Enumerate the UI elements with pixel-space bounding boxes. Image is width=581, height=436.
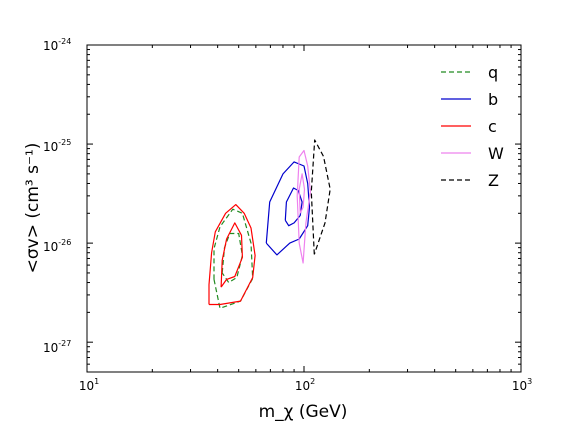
legend-label-c: c (488, 117, 497, 136)
contour-b-outer (265, 161, 311, 256)
x-tick-label: 101 (79, 377, 99, 393)
y-tick-label: 10-25 (43, 138, 71, 154)
major-ticks (86, 44, 522, 372)
contour-c-inner (220, 222, 243, 288)
legend-label-z: Z (488, 171, 499, 190)
y-tick-label: 10-24 (43, 37, 71, 53)
plot-frame (86, 44, 522, 373)
legend-label-q: q (488, 63, 498, 82)
contour-q-outer (213, 208, 254, 309)
contour-b-inner (284, 187, 303, 227)
contour-w-inner (298, 173, 306, 214)
y-tick-label: 10-27 (43, 339, 71, 355)
contour-w-outer (296, 149, 311, 264)
legend-label-w: W (488, 144, 504, 163)
x-axis-label: m_χ (GeV) (259, 402, 348, 422)
y-tick-label: 10-26 (43, 238, 71, 254)
legend: q b c W Z (441, 63, 504, 190)
contour-c-outer (208, 204, 256, 306)
legend-label-b: b (488, 90, 498, 109)
minor-ticks (87, 45, 521, 373)
y-axis-label: <σv> (cm³ s⁻¹) (23, 143, 43, 274)
contours (208, 139, 331, 309)
x-tick-label: 103 (512, 377, 532, 393)
contour-z-outer (310, 139, 331, 255)
x-tick-label: 102 (295, 377, 315, 393)
